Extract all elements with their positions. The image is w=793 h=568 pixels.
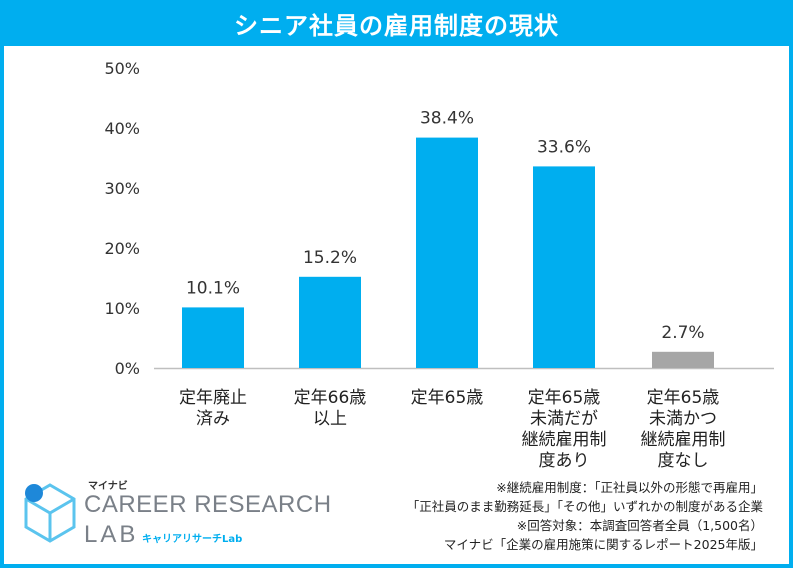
logo-lab: LAB bbox=[84, 521, 139, 548]
footnote-line: ※継続雇用制度：「正社員以外の形態で再雇用」 bbox=[496, 480, 763, 495]
bar bbox=[416, 137, 478, 368]
source-line: マイナビ「企業の雇用施策に関するレポート2025年版」 bbox=[443, 537, 763, 552]
x-tick-label: 定年65歳 bbox=[410, 388, 484, 408]
footnote-line: 「正社員のまま勤務延長」「その他」いずれかの制度がある企業 bbox=[406, 499, 763, 514]
bar-chart: 0% 10% 20% 30% 40% 50% 10.1% 15.2% 38.4% 33.6% 2.7… bbox=[104, 59, 774, 378]
y-tick-label: 30% bbox=[104, 179, 140, 198]
cube-logo-icon bbox=[24, 483, 76, 543]
x-tick-label: 定年65歳 未満かつ 継続雇用制 度なし bbox=[640, 388, 726, 471]
footnotes: ※継続雇用制度：「正社員以外の形態で再雇用」 「正社員のまま勤務延長」「その他」… bbox=[293, 478, 763, 554]
x-tick-label: 定年65歳 未満だが 継続雇用制 度あり bbox=[521, 388, 607, 471]
y-tick-label: 0% bbox=[115, 359, 140, 378]
data-label: 2.7% bbox=[661, 323, 704, 343]
bar bbox=[652, 351, 714, 368]
chart-title: シニア社員の雇用制度の現状 bbox=[4, 0, 789, 46]
y-tick-label: 50% bbox=[104, 59, 140, 78]
bar bbox=[299, 276, 361, 368]
x-tick-label: 定年66歳 以上 bbox=[293, 388, 367, 429]
career-research-lab-logo: マイナビ CAREER RESEARCH LAB キャリアリサーチLab bbox=[20, 477, 331, 557]
x-tick-label: 定年廃止 済み bbox=[179, 388, 247, 429]
data-label: 33.6% bbox=[537, 137, 591, 157]
footnote-line: ※回答対象：本調査回答者全員（1,500名） bbox=[516, 518, 763, 533]
y-tick-label: 40% bbox=[104, 119, 140, 138]
logo-kana: キャリアリサーチLab bbox=[142, 534, 243, 545]
data-label: 15.2% bbox=[303, 248, 357, 268]
data-label: 38.4% bbox=[420, 109, 474, 129]
data-label: 10.1% bbox=[186, 278, 240, 298]
y-tick-label: 10% bbox=[104, 299, 140, 318]
bar bbox=[182, 307, 244, 368]
y-tick-label: 20% bbox=[104, 239, 140, 258]
bar bbox=[533, 166, 595, 368]
logo-wordmark: CAREER RESEARCH bbox=[84, 491, 332, 518]
logo-brand-small: マイナビ bbox=[88, 481, 128, 492]
